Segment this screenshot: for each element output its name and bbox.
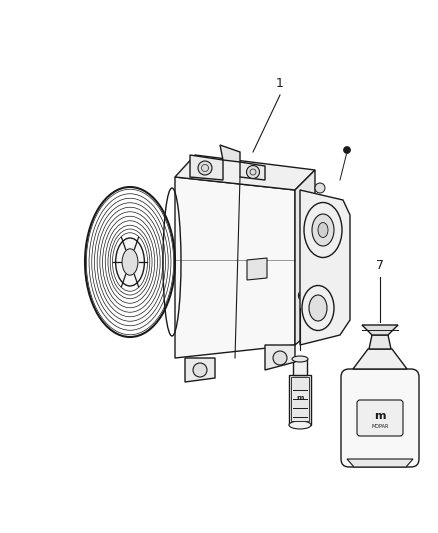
Circle shape [193,363,207,377]
Ellipse shape [116,238,145,286]
Circle shape [273,351,287,365]
Polygon shape [190,155,223,180]
Ellipse shape [302,286,334,330]
Ellipse shape [312,214,334,246]
Ellipse shape [318,222,328,238]
Polygon shape [293,359,307,375]
Text: m: m [374,411,386,421]
Circle shape [198,161,212,175]
Polygon shape [265,345,295,370]
Ellipse shape [122,249,138,275]
FancyBboxPatch shape [357,400,403,436]
Circle shape [343,147,350,154]
Polygon shape [347,459,413,467]
Polygon shape [291,377,309,421]
Polygon shape [353,349,407,369]
Circle shape [315,183,325,193]
Polygon shape [369,335,391,349]
Polygon shape [300,190,350,345]
Polygon shape [175,155,315,190]
Ellipse shape [289,421,311,429]
Circle shape [247,166,259,179]
Polygon shape [295,170,315,345]
Polygon shape [247,258,267,280]
Polygon shape [240,162,265,180]
Polygon shape [362,325,398,335]
Text: 7: 7 [376,259,384,272]
Ellipse shape [292,356,308,362]
Text: 6: 6 [296,290,304,303]
Ellipse shape [309,295,327,321]
FancyBboxPatch shape [341,369,419,467]
Polygon shape [289,375,311,425]
Text: MOPAR: MOPAR [371,424,389,429]
Polygon shape [220,145,240,162]
Ellipse shape [304,203,342,257]
Text: m: m [297,395,304,401]
Text: 1: 1 [276,77,284,90]
Polygon shape [185,358,215,382]
Polygon shape [175,177,295,358]
